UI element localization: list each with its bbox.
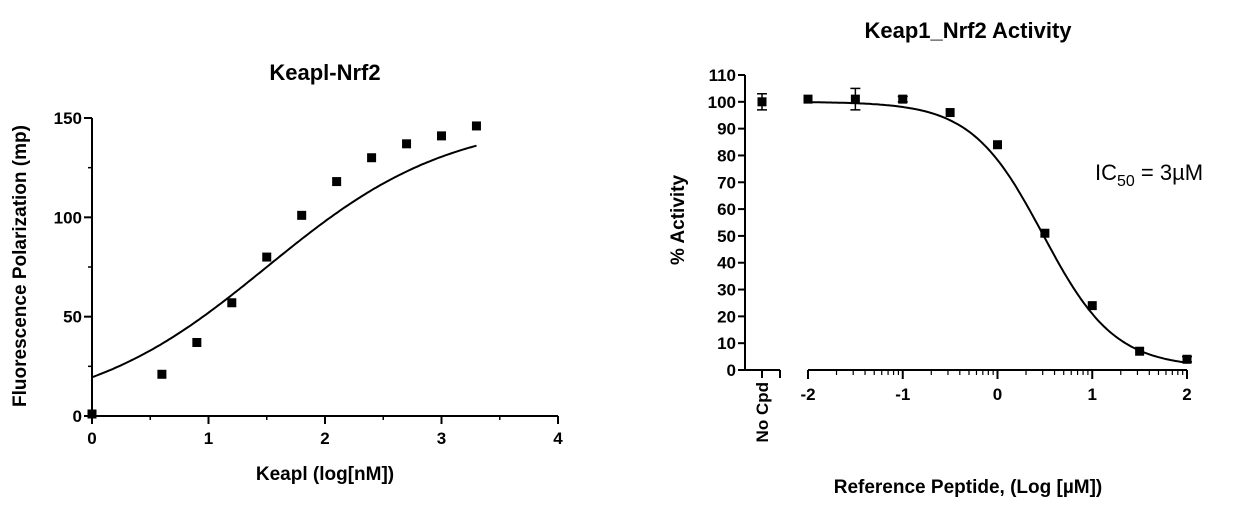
x-tick-label: 1 — [204, 429, 213, 448]
y-tick-label: 90 — [717, 120, 736, 139]
data-point — [192, 337, 202, 347]
x-tick-label: 4 — [553, 429, 563, 448]
x-tick-label: -1 — [895, 385, 910, 404]
y-axis-label: Fluorescence Polarization (mp) — [10, 125, 31, 407]
chart-title: Keapl-Nrf2 — [269, 60, 380, 85]
data-point — [993, 140, 1002, 150]
y-tick-label: 30 — [717, 281, 736, 300]
y-tick-label: 150 — [54, 109, 82, 128]
chart-title: Keap1_Nrf2 Activity — [864, 18, 1072, 43]
data-point — [367, 153, 377, 163]
x-tick-label: 2 — [1182, 385, 1191, 404]
x-tick-label: -2 — [800, 385, 815, 404]
x-tick-label: 0 — [87, 429, 96, 448]
data-point — [1182, 354, 1192, 364]
x-tick-label: 2 — [320, 429, 329, 448]
y-tick-label: 110 — [709, 66, 736, 85]
binding-curve-chart: Keapl-Nrf2 Fluorescence Polarization (mp… — [10, 60, 563, 485]
data-point — [803, 94, 813, 104]
y-tick-label: 50 — [63, 308, 82, 327]
x-axis-label: Keapl (log[nM]) — [256, 464, 394, 485]
y-tick-label: 0 — [727, 361, 736, 380]
data-point — [850, 94, 860, 104]
x-tick-label: 1 — [1088, 385, 1097, 404]
data-point — [402, 139, 412, 149]
y-tick-label: 60 — [717, 200, 736, 219]
control-tick-label: No Cpd — [753, 382, 772, 442]
data-point — [332, 177, 342, 187]
y-axis-label: % Activity — [668, 175, 689, 266]
y-tick-label: 70 — [717, 173, 736, 192]
data-point — [227, 298, 237, 308]
y-tick-label: 0 — [73, 407, 82, 426]
data-point — [1087, 301, 1097, 311]
x-axis-label: Reference Peptide, (Log [µM]) — [834, 477, 1103, 498]
control-point — [757, 97, 767, 107]
y-tick-label: 80 — [717, 146, 736, 165]
fit-curve — [808, 101, 1188, 364]
y-tick-label: 100 — [54, 208, 82, 227]
data-point — [157, 369, 167, 379]
y-tick-label: 40 — [717, 254, 736, 273]
y-tick-label: 100 — [708, 93, 736, 112]
data-point — [898, 94, 908, 104]
y-tick-label: 50 — [717, 227, 736, 246]
data-point — [1040, 228, 1050, 238]
x-tick-label: 3 — [437, 429, 446, 448]
fit-curve — [91, 144, 477, 379]
data-point — [945, 108, 955, 118]
data-point — [87, 409, 97, 419]
inhibition-curve-chart: Keap1_Nrf2 Activity % Activity Reference… — [668, 18, 1203, 498]
data-point — [262, 252, 272, 262]
data-point — [297, 210, 307, 220]
x-tick-label: 0 — [993, 385, 1002, 404]
y-tick-label: 20 — [717, 307, 736, 326]
y-tick-label: 10 — [717, 334, 736, 353]
ic50-annotation: IC50 = 3µM — [1095, 160, 1203, 190]
data-point — [1135, 346, 1145, 356]
data-point — [471, 121, 481, 131]
data-point — [437, 131, 446, 141]
